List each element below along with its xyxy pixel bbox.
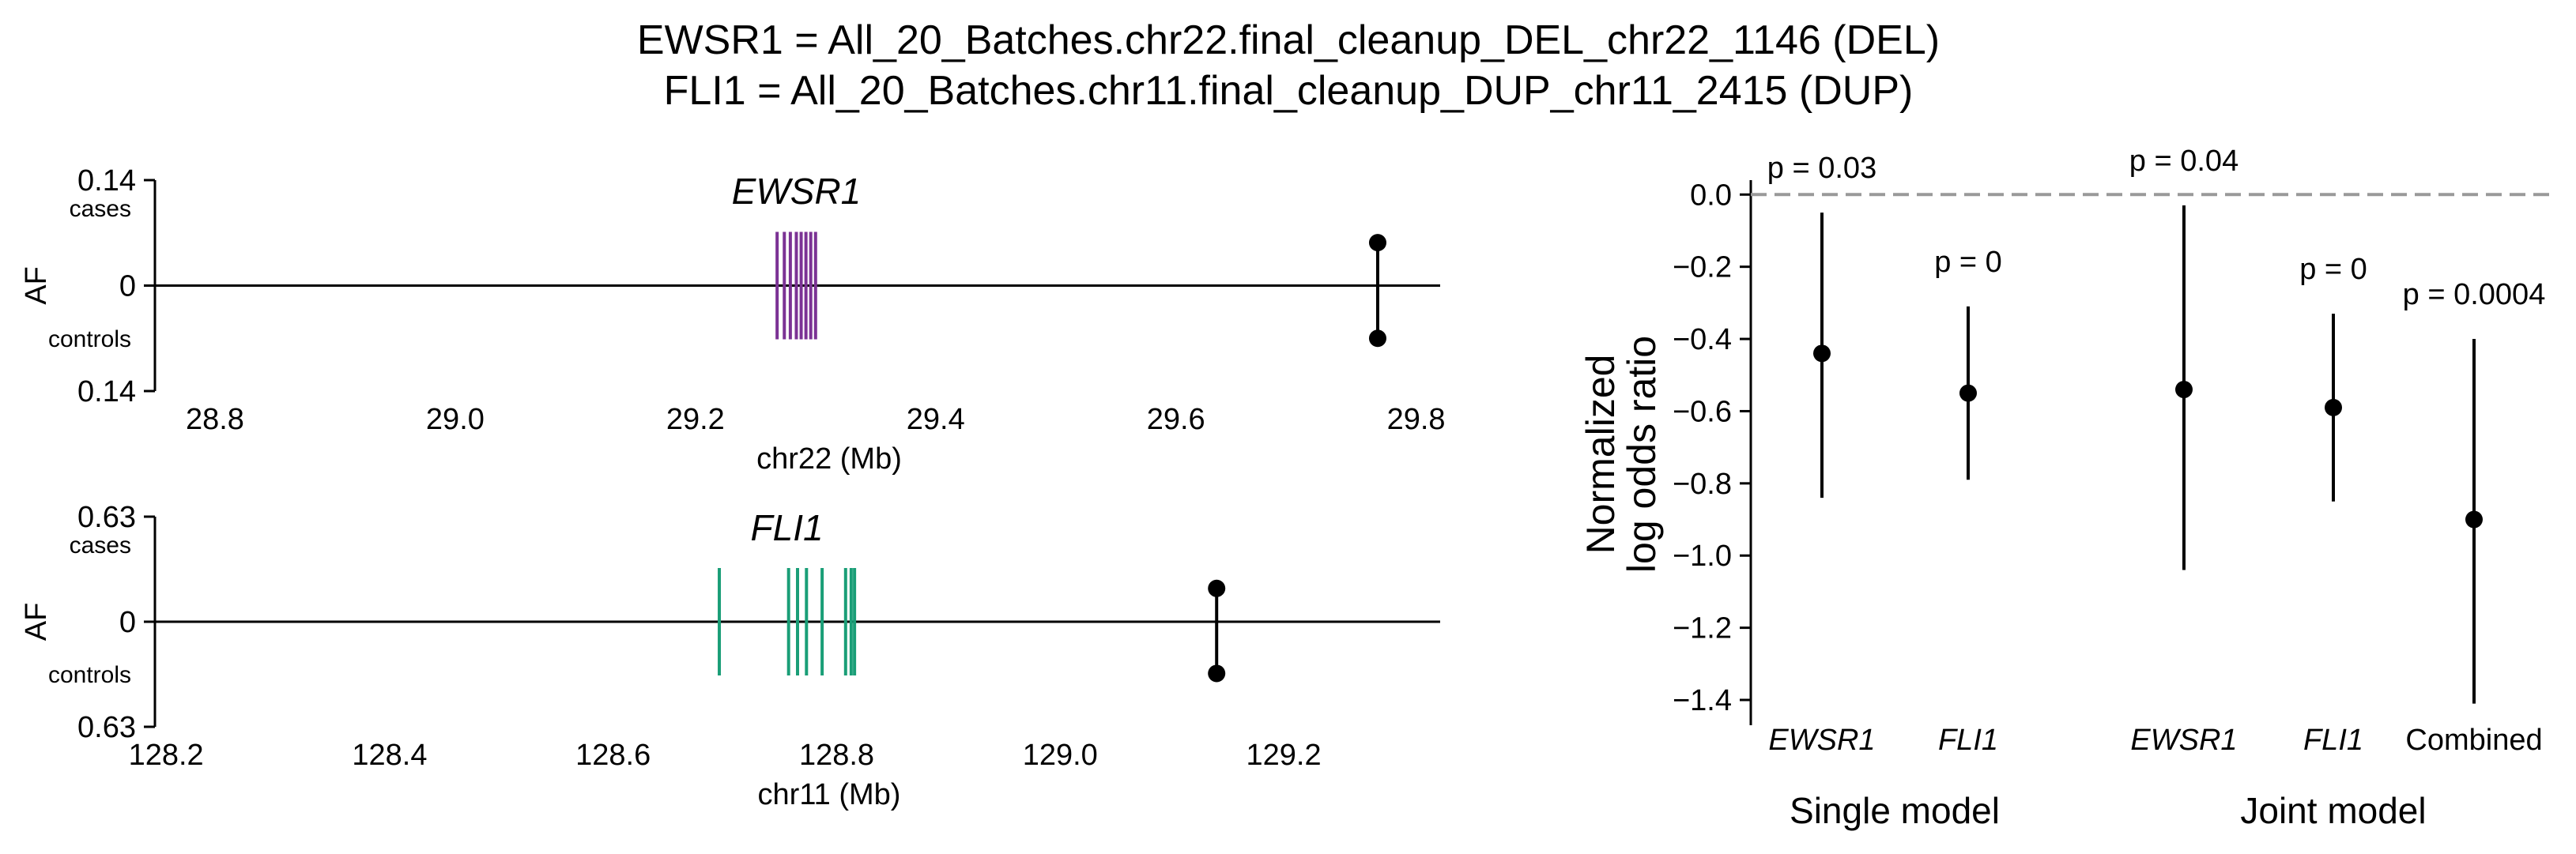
group-label: Single model: [1790, 790, 2000, 831]
y-axis-label: Normalizedlog odds ratio: [1578, 336, 1664, 573]
y-tick-label: −0.8: [1673, 468, 1732, 501]
y-tick-label: −0.2: [1673, 251, 1732, 284]
x-axis-label: chr11 (Mb): [758, 778, 901, 811]
group-label: Joint model: [2240, 790, 2426, 831]
x-tick-label: 128.8: [799, 739, 874, 772]
estimate-point: [2325, 398, 2342, 416]
title-line-1: EWSR1 = All_20_Batches.chr22.final_clean…: [637, 17, 1940, 63]
x-tick-label: FLI1: [2303, 724, 2363, 757]
odds-ratio-panel: 0.0 −0.2 −0.4 −0.6 −0.8 −1.0 −1.2 −1.4 Normalize…: [1578, 145, 2553, 831]
x-tick-label: 29.8: [1387, 403, 1446, 436]
x-tick-label: 29.4: [907, 403, 965, 436]
p-value-label: p = 0: [2299, 253, 2367, 286]
y-tick-label: 0: [119, 606, 136, 639]
y-tick-label: −1.4: [1673, 684, 1732, 717]
estimate-point: [2465, 510, 2483, 529]
y-axis-label: AF: [20, 603, 53, 641]
controls-label: controls: [48, 326, 131, 352]
x-tick-label: 29.2: [666, 403, 725, 436]
controls-label: controls: [48, 662, 131, 688]
y-tick-label: 0: [119, 270, 136, 303]
x-tick-label: 29.0: [426, 403, 485, 436]
p-value-label: p = 0.04: [2129, 145, 2238, 178]
y-axis-label-line-1: Normalized: [1578, 355, 1623, 555]
x-tick-label: 129.2: [1247, 739, 1322, 772]
x-tick-label: 28.8: [186, 403, 244, 436]
y-tick-label: 0.63: [77, 501, 136, 534]
p-value-label: p = 0.03: [1767, 152, 1876, 185]
y-tick-label: −1.0: [1673, 540, 1732, 573]
p-value-label: p = 0.0004: [2403, 278, 2546, 311]
variant-controls-point: [1368, 329, 1386, 348]
cases-label: cases: [70, 196, 131, 222]
x-tick-label: 29.6: [1147, 403, 1205, 436]
x-tick-label: Combined: [2405, 724, 2542, 757]
variant-cases-point: [1208, 579, 1226, 597]
variant-controls-point: [1208, 664, 1226, 683]
x-tick-label: 128.4: [352, 739, 427, 772]
y-axis-label-line-2: log odds ratio: [1620, 336, 1664, 573]
x-tick-label: 129.0: [1023, 739, 1098, 772]
x-axis-label: chr22 (Mb): [756, 442, 902, 476]
cases-label: cases: [70, 532, 131, 559]
y-tick-label: 0.0: [1690, 179, 1732, 212]
gene-name-label: EWSR1: [732, 171, 862, 212]
x-tick-label: 128.2: [129, 739, 204, 772]
x-tick-label: EWSR1: [1768, 724, 1875, 757]
gene-name-label: FLI1: [751, 507, 824, 548]
x-tick-label: 128.6: [575, 739, 651, 772]
estimate-point: [2175, 381, 2193, 399]
x-tick-label: EWSR1: [2130, 724, 2237, 757]
x-tick-label: FLI1: [1938, 724, 1998, 757]
p-value-label: p = 0: [1934, 246, 2002, 279]
y-tick-label: −0.6: [1673, 395, 1732, 428]
y-tick-label: 0.14: [77, 375, 136, 408]
y-tick-label: −0.4: [1673, 323, 1732, 356]
estimate-point: [1959, 384, 1977, 402]
estimate-point: [1813, 344, 1831, 363]
y-tick-label: 0.14: [77, 164, 136, 198]
y-axis-label: AF: [20, 266, 53, 305]
title-line-2: FLI1 = All_20_Batches.chr11.final_cleanu…: [664, 68, 1914, 114]
variant-cases-point: [1368, 234, 1386, 252]
y-tick-label: 0.63: [77, 711, 136, 744]
y-tick-label: −1.2: [1673, 612, 1732, 645]
